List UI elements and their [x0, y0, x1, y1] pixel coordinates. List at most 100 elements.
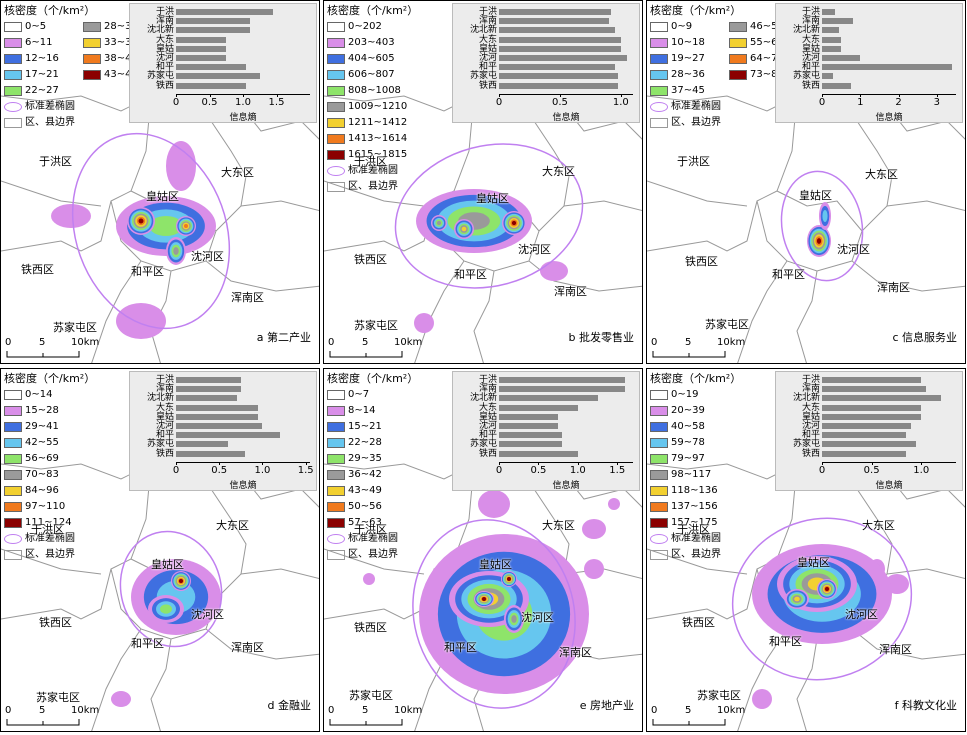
legend-item: 46~54 [729, 19, 784, 35]
legend-swatch [83, 70, 101, 80]
district-label: 苏家屯区 [705, 318, 749, 331]
district-label: 苏家屯区 [697, 689, 741, 702]
density-contour [173, 247, 179, 255]
district-label: 沈河区 [191, 608, 224, 621]
entropy-row-label: 沈北新 [146, 25, 174, 36]
legend-label: 43~48 [104, 69, 138, 80]
district-boundary [647, 548, 748, 575]
legend-item: 73~81 [729, 67, 784, 83]
legend-label: 0~7 [348, 389, 370, 400]
legend-boundary: 区、县边界 [327, 547, 398, 563]
district-label: 铁西区 [682, 616, 715, 629]
legend-boundary: 区、县边界 [650, 547, 721, 563]
entropy-bar-chart: 于洪 浑南 沈北新 大东 皇姑 沈河 和平 苏家屯 铁西 0 0.5 1.0 1.5 信息熵 [452, 371, 640, 491]
legend-item: 84~96 [4, 483, 75, 499]
entropy-tick-label: 0 [172, 464, 180, 476]
entropy-bar [499, 450, 578, 457]
district-label: 浑南区 [879, 643, 912, 656]
legend-swatch [327, 502, 345, 512]
entropy-tick-label: 1.0 [254, 464, 271, 476]
entropy-tick-label: 0 [818, 464, 826, 476]
entropy-bar [499, 432, 563, 439]
entropy-row-label: 皇姑 [801, 43, 820, 54]
entropy-bar [499, 64, 615, 71]
entropy-bar [499, 377, 626, 383]
density-patch [111, 691, 131, 707]
entropy-tick-mark [243, 93, 244, 97]
legend-item: 404~605 [327, 51, 407, 67]
legend-ellipse: 标准差椭圆 [650, 531, 721, 547]
legend-item: 42~55 [4, 435, 75, 451]
legend-item: 43~49 [327, 483, 398, 499]
legend-swatch [650, 54, 668, 64]
legend: 核密度（个/km²） 0~9 10~18 19~27 28~36 37~45 标准差椭圆 区、… [650, 4, 784, 131]
legend-label: 0~202 [348, 21, 382, 32]
scale-bar [329, 351, 403, 358]
entropy-bar [176, 45, 227, 52]
legend-ellipse: 标准差椭圆 [327, 531, 398, 547]
legend-label: 42~55 [25, 437, 59, 448]
legend-swatch [4, 54, 22, 64]
standard-deviation-ellipse [394, 143, 584, 289]
scale-label: 10km [394, 337, 423, 348]
legend-label: 22~27 [25, 85, 59, 96]
entropy-tick-mark [209, 93, 211, 97]
legend-item: 0~19 [650, 387, 721, 403]
district-label: 浑南区 [554, 285, 587, 298]
district-boundary [324, 180, 425, 207]
scale-bar [6, 719, 80, 726]
legend-item: 0~9 [650, 19, 721, 35]
legend-label: 118~136 [671, 485, 718, 496]
legend-label: 59~78 [671, 437, 705, 448]
entropy-tick-mark [921, 461, 923, 465]
legend-label: 111~124 [25, 517, 72, 528]
legend-swatch [327, 406, 345, 416]
entropy-bar [822, 82, 851, 89]
density-patch [540, 261, 568, 281]
district-label: 铁西区 [39, 616, 72, 629]
district-label: 沈河区 [191, 250, 224, 263]
legend-item: 36~42 [327, 467, 398, 483]
legend-swatch [327, 438, 345, 448]
entropy-tick-label: 1.5 [609, 464, 626, 476]
entropy-tick-mark [499, 93, 500, 97]
entropy-row-label: 铁西 [478, 80, 497, 91]
density-contour [160, 604, 172, 614]
entropy-bar [499, 82, 619, 89]
density-patch [584, 559, 604, 579]
legend-swatch [83, 22, 101, 32]
district-boundary [1, 463, 152, 620]
density-contour [482, 597, 486, 601]
kernel-density-map [647, 463, 965, 731]
legend-item: 22~28 [327, 435, 398, 451]
density-patch [116, 303, 166, 339]
entropy-row-label: 浑南 [801, 384, 820, 395]
legend-label: 12~16 [25, 53, 59, 64]
density-contour [825, 587, 829, 591]
legend-label: 64~72 [750, 53, 784, 64]
district-boundary [91, 628, 142, 731]
legend-item: 70~83 [4, 467, 75, 483]
legend-item: 12~16 [4, 51, 75, 67]
entropy-bar [176, 18, 250, 25]
entropy-tick-label: 1.0 [913, 464, 930, 476]
entropy-tick-mark [176, 461, 177, 465]
legend-item: 0~5 [4, 19, 75, 35]
legend-swatch [327, 54, 345, 64]
legend: 核密度（个/km²） 0~5 6~11 12~16 17~21 22~27 标准差椭圆 区、县… [4, 4, 138, 131]
district-boundary [240, 568, 319, 580]
legend-label: 29~41 [25, 421, 59, 432]
entropy-bar [822, 9, 836, 15]
district-label: 铁西区 [21, 263, 54, 276]
map-panel: 核密度（个/km²） 0~5 6~11 12~16 17~21 22~27 标准差椭圆 区、县… [0, 0, 320, 364]
standard-deviation-ellipse [119, 530, 223, 648]
entropy-tick-label: 1.5 [268, 96, 285, 108]
entropy-row-label: 沈北新 [146, 393, 174, 404]
entropy-row-label: 和平 [155, 430, 174, 441]
entropy-bar [176, 36, 227, 43]
legend-swatch [327, 422, 345, 432]
scale-label: 10km [717, 705, 746, 716]
legend-label: 17~21 [25, 69, 59, 80]
district-label: 苏家屯区 [349, 689, 393, 702]
